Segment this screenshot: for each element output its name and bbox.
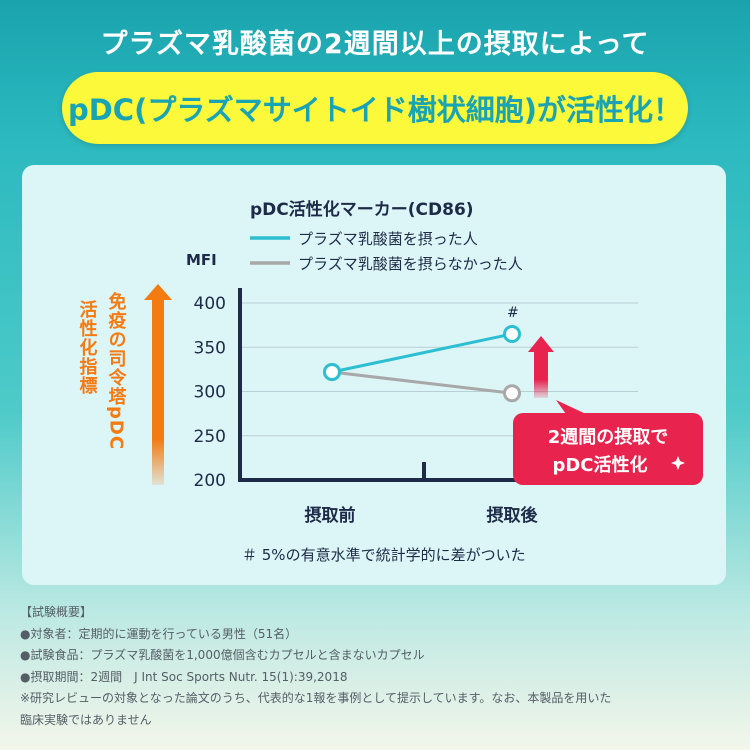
significance-marker: # [507, 305, 519, 321]
notes-disclaimer-2: 臨床実験ではありません [20, 712, 152, 727]
series-line-1 [331, 332, 513, 374]
x-tick-label-after: 摂取後 [487, 505, 539, 526]
notes-heading: 【試験概要】 [20, 605, 93, 619]
highlight-banner: pDC(プラズマサイトイド樹状細胞)が活性化！ [62, 72, 688, 144]
headline: プラズマ乳酸菌の2週間以上の摂取によって [100, 29, 650, 60]
y-tick-label-250: 250 [194, 427, 226, 447]
x-tick-label-before: 摂取前 [305, 505, 356, 526]
notes-period: ●摂取期間：2週間 J Int Soc Sports Nutr. 15(1):3… [20, 669, 348, 684]
y-axis-label: MFI [186, 251, 217, 269]
legend-label-2: プラズマ乳酸菌を摂らなかった人 [298, 255, 523, 273]
y-tick-label-300: 300 [194, 383, 226, 403]
significance-note: ＃ 5%の有意水準で統計学的に差がついた [242, 546, 526, 564]
side-label-activation: 活性化指標 [77, 299, 98, 395]
chart-panel [22, 165, 726, 585]
chart: pDC活性化マーカー(CD86) プラズマ乳酸菌を摂った人 プラズマ乳酸菌を摂ら… [77, 199, 703, 564]
side-label-pdc: 免疫の司令塔pDC [106, 291, 128, 450]
notes-disclaimer: ※研究レビューの対象となった論文のうち、代表的な1報を事例として提示しています。… [20, 691, 612, 705]
callout-box [513, 400, 703, 485]
notes-test-food: ●試験食品：プラズマ乳酸菌を1,000億個含むカプセルと含まないカプセル [20, 648, 425, 662]
sparkle-icon [671, 456, 685, 470]
legend-label-1: プラズマ乳酸菌を摂った人 [298, 230, 478, 248]
chart-title: pDC活性化マーカー(CD86) [250, 199, 474, 220]
y-tick-label-350: 350 [194, 338, 226, 358]
callout-line-1: 2週間の摂取で [548, 426, 669, 448]
series-line-2 [331, 370, 513, 395]
increase-arrow [528, 336, 554, 398]
activation-arrow [144, 284, 172, 485]
y-tick-label-400: 400 [194, 294, 226, 314]
series-1-point-1 [323, 363, 341, 382]
series-2-point-2 [503, 384, 521, 403]
series-1-point-2 [503, 324, 521, 343]
study-notes: 【試験概要】 ●対象者：定期的に運動を行っている男性（51名） ●試験食品：プラ… [20, 602, 740, 731]
y-tick-label-200: 200 [194, 471, 226, 491]
callout-line-2: pDC活性化 [552, 454, 647, 476]
notes-subjects: ●対象者：定期的に運動を行っている男性（51名） [20, 626, 298, 641]
